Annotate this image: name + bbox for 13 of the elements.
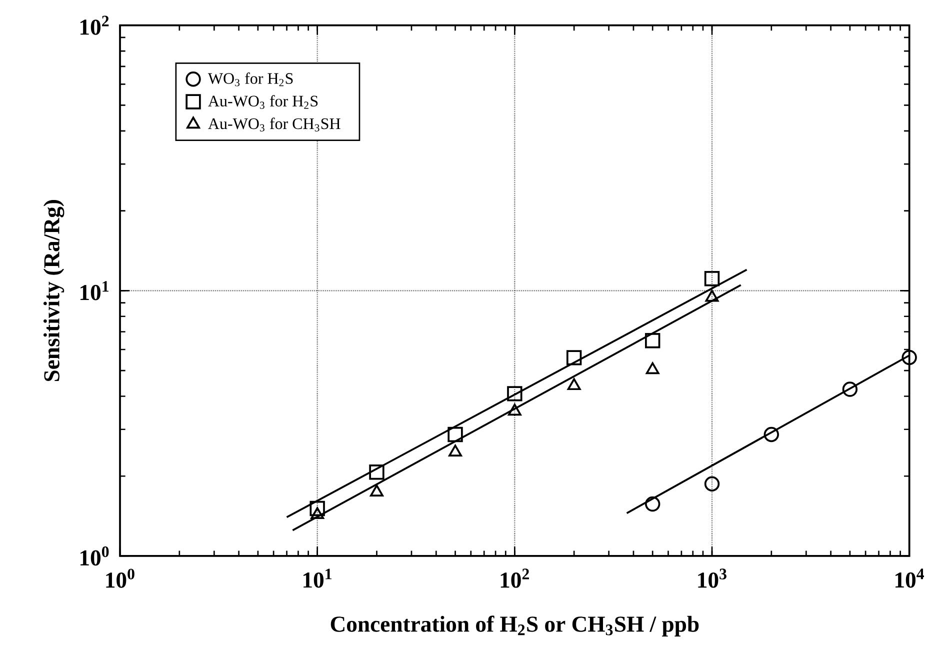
x-tick-label: 10$^{1}$ xyxy=(304,568,332,588)
y-tick-label: 10$^{1}$ xyxy=(80,281,108,300)
legend-label: Au-WO$_{3}$ for H$_{2}$S xyxy=(208,95,318,109)
y-tick-label: 10$^{2}$ xyxy=(80,16,109,35)
x-tick-label: 10$^{0}$ xyxy=(106,568,134,588)
x-tick-label: 10$^{2}$ xyxy=(500,568,529,588)
x-tick-label: 10$^{4}$ xyxy=(896,568,924,588)
x-axis-title: Concentration of H$_{2}$S or CH$_{3}$SH / ppb xyxy=(330,616,699,636)
legend-label: Au-WO$_{3}$ for CH$_{3}$SH xyxy=(208,118,340,132)
legend-label: WO$_{3}$ for H$_{2}$S xyxy=(208,72,293,86)
y-tick-label: 10$^{0}$ xyxy=(80,546,109,566)
x-tick-label: 10$^{3}$ xyxy=(698,568,726,588)
y-axis-title: Sensitivity (Ra/Rg) xyxy=(43,200,64,382)
